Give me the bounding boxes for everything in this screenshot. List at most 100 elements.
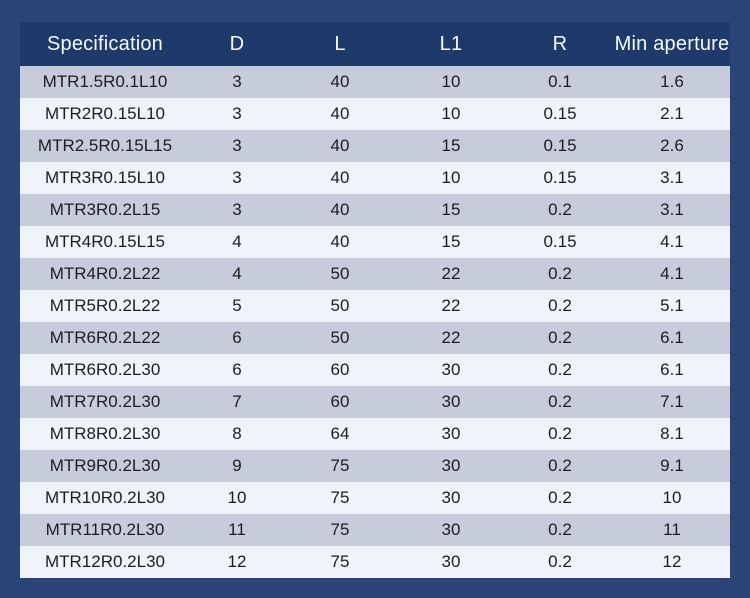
- cell-min_aperture: 6.1: [660, 360, 684, 379]
- cell-r: 0.2: [548, 200, 572, 219]
- table-row: MTR2R0.15L10 3 40 10 0.15 2.1: [20, 98, 730, 130]
- table-row: MTR3R0.15L10 3 40 10 0.15 3.1: [20, 162, 730, 194]
- cell-r: 0.2: [548, 296, 572, 315]
- table-row: MTR12R0.2L30 12 75 30 0.2 12: [20, 546, 730, 578]
- cell-l: 60: [330, 360, 350, 379]
- cell-specification: MTR12R0.2L30: [44, 552, 165, 571]
- cell-l: 75: [330, 488, 350, 507]
- cell-r: 0.15: [543, 232, 577, 251]
- cell-specification: MTR10R0.2L30: [44, 488, 165, 507]
- cell-l1: 30: [441, 456, 461, 475]
- cell-r: 0.2: [548, 360, 572, 379]
- cell-min_aperture: 11: [663, 520, 681, 539]
- cell-d: 3: [232, 72, 242, 91]
- cell-specification: MTR4R0.15L15: [44, 232, 165, 251]
- column-header-l: L: [284, 22, 396, 66]
- cell-d: 12: [227, 552, 247, 571]
- cell-specification: MTR2R0.15L10: [44, 104, 165, 123]
- table-row: MTR8R0.2L30 8 64 30 0.2 8.1: [20, 418, 730, 450]
- column-header-min-aperture: Min aperture: [614, 22, 730, 66]
- cell-r: 0.2: [548, 456, 572, 475]
- cell-l: 64: [330, 424, 350, 443]
- table-row: MTR5R0.2L22 5 50 22 0.2 5.1: [20, 290, 730, 322]
- cell-d: 3: [232, 104, 242, 123]
- cell-l1: 30: [441, 520, 461, 539]
- cell-l: 50: [330, 296, 350, 315]
- cell-l: 50: [330, 328, 350, 347]
- cell-r: 0.2: [548, 328, 572, 347]
- cell-r: 0.2: [548, 264, 572, 283]
- cell-min_aperture: 10: [662, 488, 682, 507]
- header-row: Specification D L L1 R Min aperture: [20, 22, 730, 66]
- cell-r: 0.2: [548, 392, 572, 411]
- cell-min_aperture: 3.1: [660, 168, 684, 187]
- cell-min_aperture: 3.1: [660, 200, 684, 219]
- cell-d: 9: [232, 456, 242, 475]
- cell-specification: MTR4R0.2L22: [49, 264, 161, 283]
- cell-l1: 22: [441, 328, 461, 347]
- cell-specification: MTR8R0.2L30: [49, 424, 161, 443]
- table-row: MTR11R0.2L30 11 75 30 0.2 11: [20, 514, 730, 546]
- column-header-specification: Specification: [20, 22, 190, 66]
- cell-min_aperture: 7.1: [660, 392, 684, 411]
- cell-min_aperture: 4.1: [660, 264, 684, 283]
- table-row: MTR4R0.15L15 4 40 15 0.15 4.1: [20, 226, 730, 258]
- cell-r: 0.2: [548, 520, 572, 539]
- cell-d: 6: [232, 328, 242, 347]
- cell-specification: MTR11R0.2L30: [45, 520, 165, 539]
- cell-l: 60: [330, 392, 350, 411]
- cell-min_aperture: 8.1: [660, 424, 684, 443]
- cell-d: 11: [228, 520, 246, 539]
- table-row: MTR4R0.2L22 4 50 22 0.2 4.1: [20, 258, 730, 290]
- cell-d: 4: [232, 264, 242, 283]
- cell-l: 40: [330, 232, 350, 251]
- cell-l1: 22: [441, 264, 461, 283]
- cell-min_aperture: 5.1: [660, 296, 684, 315]
- table-row: MTR6R0.2L30 6 60 30 0.2 6.1: [20, 354, 730, 386]
- cell-specification: MTR3R0.2L15: [49, 200, 161, 219]
- table-row: MTR9R0.2L30 9 75 30 0.2 9.1: [20, 450, 730, 482]
- cell-r: 0.15: [543, 168, 577, 187]
- cell-d: 6: [232, 360, 242, 379]
- cell-l: 75: [330, 520, 350, 539]
- cell-r: 0.15: [543, 136, 577, 155]
- cell-min_aperture: 1.6: [660, 72, 684, 91]
- cell-l: 40: [330, 72, 350, 91]
- table-row: MTR6R0.2L22 6 50 22 0.2 6.1: [20, 322, 730, 354]
- table-row: MTR3R0.2L15 3 40 15 0.2 3.1: [20, 194, 730, 226]
- cell-l1: 10: [441, 72, 461, 91]
- cell-l1: 15: [441, 200, 461, 219]
- cell-d: 3: [232, 168, 242, 187]
- cell-l: 50: [330, 264, 350, 283]
- cell-r: 0.1: [548, 72, 572, 91]
- cell-d: 10: [227, 488, 247, 507]
- cell-min_aperture: 6.1: [660, 328, 684, 347]
- cell-d: 8: [232, 424, 242, 443]
- cell-r: 0.2: [548, 552, 572, 571]
- table-row: MTR10R0.2L30 10 75 30 0.2 10: [20, 482, 730, 514]
- cell-l1: 10: [441, 104, 461, 123]
- cell-l: 40: [330, 104, 350, 123]
- cell-r: 0.2: [548, 424, 572, 443]
- cell-r: 0.2: [548, 488, 572, 507]
- specification-table: Specification D L L1 R Min aperture MTR1…: [20, 22, 730, 578]
- cell-min_aperture: 2.1: [660, 104, 684, 123]
- cell-specification: MTR1.5R0.1L10: [42, 72, 168, 91]
- cell-l1: 30: [441, 392, 461, 411]
- table-row: MTR2.5R0.15L15 3 40 15 0.15 2.6: [20, 130, 730, 162]
- cell-d: 4: [232, 232, 242, 251]
- cell-d: 3: [232, 136, 242, 155]
- table-body: MTR1.5R0.1L10 3 40 10 0.1 1.6 MTR2R0.15L10 3 40 1…: [20, 66, 730, 578]
- cell-l1: 30: [441, 488, 461, 507]
- cell-specification: MTR9R0.2L30: [49, 456, 161, 475]
- cell-l1: 15: [441, 136, 461, 155]
- cell-specification: MTR7R0.2L30: [49, 392, 161, 411]
- cell-l: 75: [330, 552, 350, 571]
- cell-specification: MTR6R0.2L22: [49, 328, 161, 347]
- cell-l1: 30: [441, 360, 461, 379]
- cell-l1: 10: [441, 168, 461, 187]
- cell-min_aperture: 12: [662, 552, 682, 571]
- cell-specification: MTR6R0.2L30: [49, 360, 161, 379]
- cell-l1: 22: [441, 296, 461, 315]
